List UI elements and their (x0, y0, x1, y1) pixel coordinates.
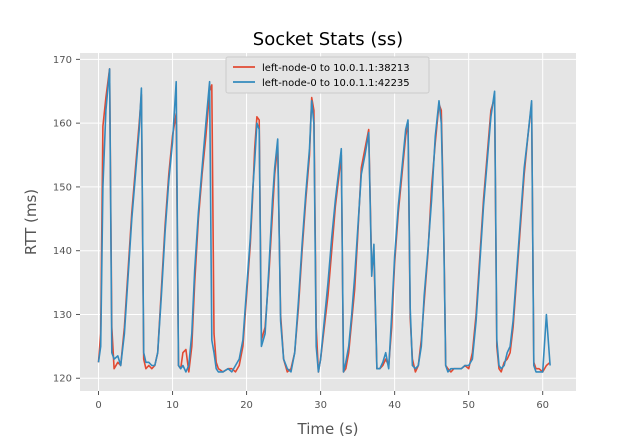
legend-box (225, 56, 430, 94)
x-tick-label: 40 (388, 400, 401, 411)
y-tick-label: 130 (53, 310, 72, 321)
x-axis-ticks: 0 10 20 30 40 50 60 (95, 391, 549, 411)
x-tick-label: 60 (536, 400, 549, 411)
y-tick-label: 170 (53, 55, 72, 66)
chart-title: Socket Stats (ss) (253, 29, 403, 50)
y-axis-label: RTT (ms) (22, 189, 40, 255)
series-lines (97, 68, 551, 373)
legend: left-node-0 to 10.0.1.1:38213 left-node-… (225, 56, 430, 94)
x-tick-label: 10 (166, 400, 179, 411)
legend-label-series-1: left-node-0 to 10.0.1.1:38213 (262, 63, 410, 74)
plot-background (80, 53, 576, 391)
y-axis-ticks: 120 130 140 150 160 170 (53, 55, 80, 385)
x-tick-label: 20 (240, 400, 253, 411)
x-tick-label: 50 (462, 400, 475, 411)
legend-label-series-2: left-node-0 to 10.0.1.1:42235 (262, 78, 410, 89)
x-tick-label: 30 (314, 400, 327, 411)
x-tick-label: 0 (95, 400, 101, 411)
series-line-2 (97, 68, 551, 373)
y-tick-label: 120 (53, 374, 72, 385)
y-tick-label: 140 (53, 246, 72, 257)
y-tick-label: 150 (53, 182, 72, 193)
x-axis-label: Time (s) (297, 420, 359, 438)
y-tick-label: 160 (53, 119, 72, 130)
